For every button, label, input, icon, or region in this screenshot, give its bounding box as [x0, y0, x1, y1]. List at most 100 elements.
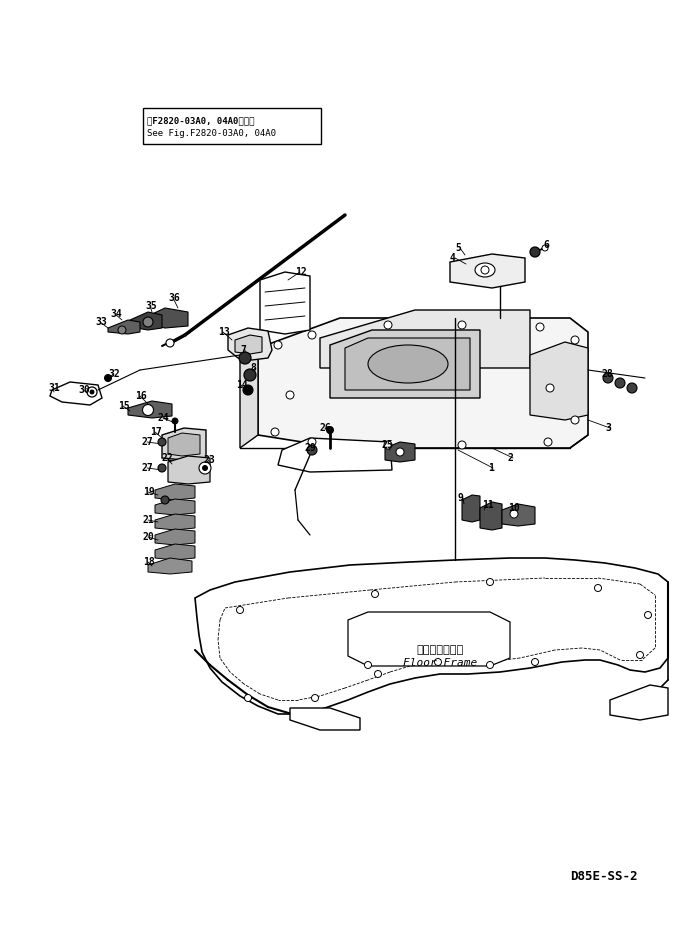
Text: 16: 16 — [135, 391, 146, 401]
Text: 21: 21 — [143, 515, 155, 525]
Polygon shape — [162, 428, 206, 460]
Polygon shape — [128, 401, 172, 418]
Text: 19: 19 — [143, 487, 155, 497]
Polygon shape — [345, 338, 470, 390]
Polygon shape — [108, 320, 140, 334]
Polygon shape — [290, 708, 360, 730]
Polygon shape — [530, 342, 588, 420]
Text: 30: 30 — [78, 385, 90, 395]
Text: 24: 24 — [158, 413, 170, 423]
Text: 9: 9 — [458, 493, 464, 503]
Ellipse shape — [475, 263, 495, 277]
Text: 17: 17 — [150, 427, 162, 437]
Text: 3: 3 — [605, 423, 611, 433]
Polygon shape — [450, 254, 525, 288]
Text: D85E-SS-2: D85E-SS-2 — [570, 870, 638, 883]
Circle shape — [636, 651, 643, 659]
Polygon shape — [155, 484, 195, 500]
Circle shape — [594, 584, 601, 592]
Circle shape — [627, 383, 637, 393]
Circle shape — [327, 427, 334, 433]
Text: 26: 26 — [320, 423, 332, 433]
Circle shape — [384, 321, 392, 329]
Circle shape — [286, 391, 294, 399]
Text: 15: 15 — [118, 401, 130, 411]
Polygon shape — [385, 442, 415, 462]
Circle shape — [458, 321, 466, 329]
Polygon shape — [320, 310, 530, 368]
Polygon shape — [195, 558, 668, 714]
Text: 35: 35 — [145, 301, 157, 311]
Polygon shape — [155, 544, 195, 560]
Text: 18: 18 — [143, 557, 155, 567]
Polygon shape — [610, 685, 668, 720]
Circle shape — [142, 404, 153, 416]
Circle shape — [435, 659, 442, 665]
Text: 2: 2 — [508, 453, 514, 463]
Text: 27: 27 — [142, 437, 154, 447]
Polygon shape — [240, 348, 258, 448]
Circle shape — [143, 317, 153, 327]
Text: See Fig.F2820-03A0, 04A0: See Fig.F2820-03A0, 04A0 — [147, 129, 276, 138]
Circle shape — [375, 670, 381, 678]
Circle shape — [364, 662, 372, 668]
Circle shape — [90, 390, 94, 394]
Circle shape — [87, 387, 97, 397]
Circle shape — [245, 694, 252, 702]
Circle shape — [486, 579, 493, 585]
Circle shape — [372, 591, 379, 597]
Circle shape — [271, 428, 279, 436]
Text: 28: 28 — [602, 369, 614, 379]
Text: 7: 7 — [240, 345, 246, 355]
Polygon shape — [228, 328, 272, 360]
Circle shape — [274, 341, 282, 349]
Circle shape — [239, 352, 251, 364]
Circle shape — [308, 438, 316, 446]
Circle shape — [161, 496, 169, 504]
Circle shape — [166, 339, 174, 347]
Text: 29: 29 — [305, 443, 316, 453]
Polygon shape — [168, 433, 200, 456]
Polygon shape — [148, 308, 188, 328]
Circle shape — [118, 326, 126, 334]
Circle shape — [486, 662, 493, 668]
Text: 13: 13 — [218, 327, 229, 337]
Text: 31: 31 — [48, 383, 59, 393]
Bar — [143, 108, 321, 144]
Circle shape — [104, 375, 111, 381]
Text: 12: 12 — [295, 267, 307, 277]
Text: フロアフレーム: フロアフレーム — [417, 645, 464, 655]
Circle shape — [531, 659, 538, 665]
Polygon shape — [155, 514, 195, 530]
Circle shape — [530, 247, 540, 257]
Text: 22: 22 — [162, 453, 173, 463]
Circle shape — [308, 331, 316, 339]
Polygon shape — [258, 318, 588, 448]
Circle shape — [645, 611, 652, 619]
Text: 34: 34 — [110, 309, 122, 319]
Circle shape — [571, 336, 579, 344]
Polygon shape — [168, 456, 210, 484]
Circle shape — [172, 418, 178, 424]
Circle shape — [615, 378, 625, 388]
Circle shape — [158, 464, 166, 472]
Circle shape — [158, 438, 166, 446]
Circle shape — [384, 441, 392, 449]
Text: 33: 33 — [95, 317, 106, 327]
Text: 10: 10 — [508, 503, 520, 513]
Circle shape — [458, 441, 466, 449]
Polygon shape — [130, 312, 162, 330]
Text: 1: 1 — [488, 463, 494, 473]
Polygon shape — [278, 438, 392, 472]
Text: 25: 25 — [382, 440, 394, 450]
Circle shape — [202, 465, 207, 471]
Ellipse shape — [368, 345, 448, 383]
Circle shape — [396, 448, 404, 456]
Polygon shape — [148, 558, 192, 574]
Polygon shape — [50, 382, 102, 405]
Text: 11: 11 — [482, 500, 494, 510]
Text: ※F2820-03A0, 04A0図参照: ※F2820-03A0, 04A0図参照 — [147, 116, 254, 126]
Circle shape — [307, 445, 317, 455]
Text: 14: 14 — [236, 380, 248, 390]
Text: 27: 27 — [142, 463, 154, 473]
